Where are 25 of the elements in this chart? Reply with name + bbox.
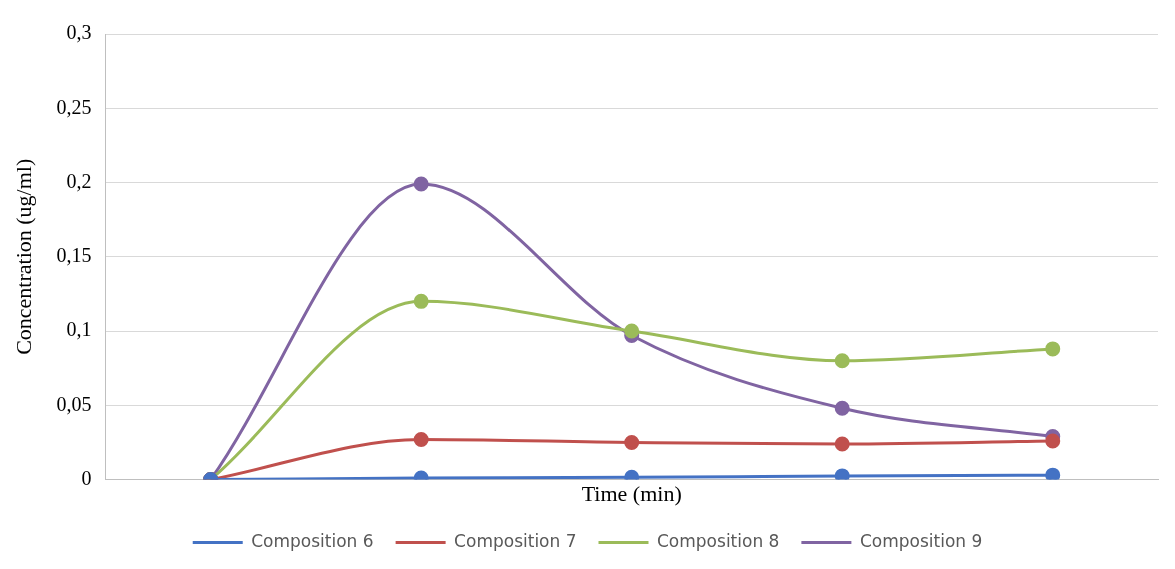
legend-label: Composition 9 xyxy=(859,530,983,551)
point xyxy=(413,432,429,447)
point xyxy=(413,176,429,192)
y-tick-label: 0,15 xyxy=(56,244,92,267)
legend-label: Composition 7 xyxy=(454,530,577,551)
point xyxy=(834,400,850,416)
legend-label: Composition 8 xyxy=(657,530,780,551)
point xyxy=(624,323,640,339)
y-tick-label: 0,25 xyxy=(56,95,92,118)
point xyxy=(624,434,640,450)
x-axis-title: Time (min) xyxy=(581,480,682,506)
point xyxy=(1045,467,1061,480)
point xyxy=(834,436,850,452)
y-tick-label: 0,3 xyxy=(66,21,92,44)
y-tick-label: 0 xyxy=(81,466,92,489)
y-tick-label: 0,1 xyxy=(66,318,92,341)
point xyxy=(1045,433,1061,449)
point xyxy=(834,468,850,480)
point xyxy=(413,293,429,309)
y-tick-label: 0,2 xyxy=(66,169,92,192)
y-axis-title: Concentration (ug/ml) xyxy=(10,158,36,355)
y-tick-label: 0,05 xyxy=(56,392,92,415)
point xyxy=(834,353,850,369)
point xyxy=(1045,341,1061,357)
legend-label: Composition 6 xyxy=(251,530,374,551)
